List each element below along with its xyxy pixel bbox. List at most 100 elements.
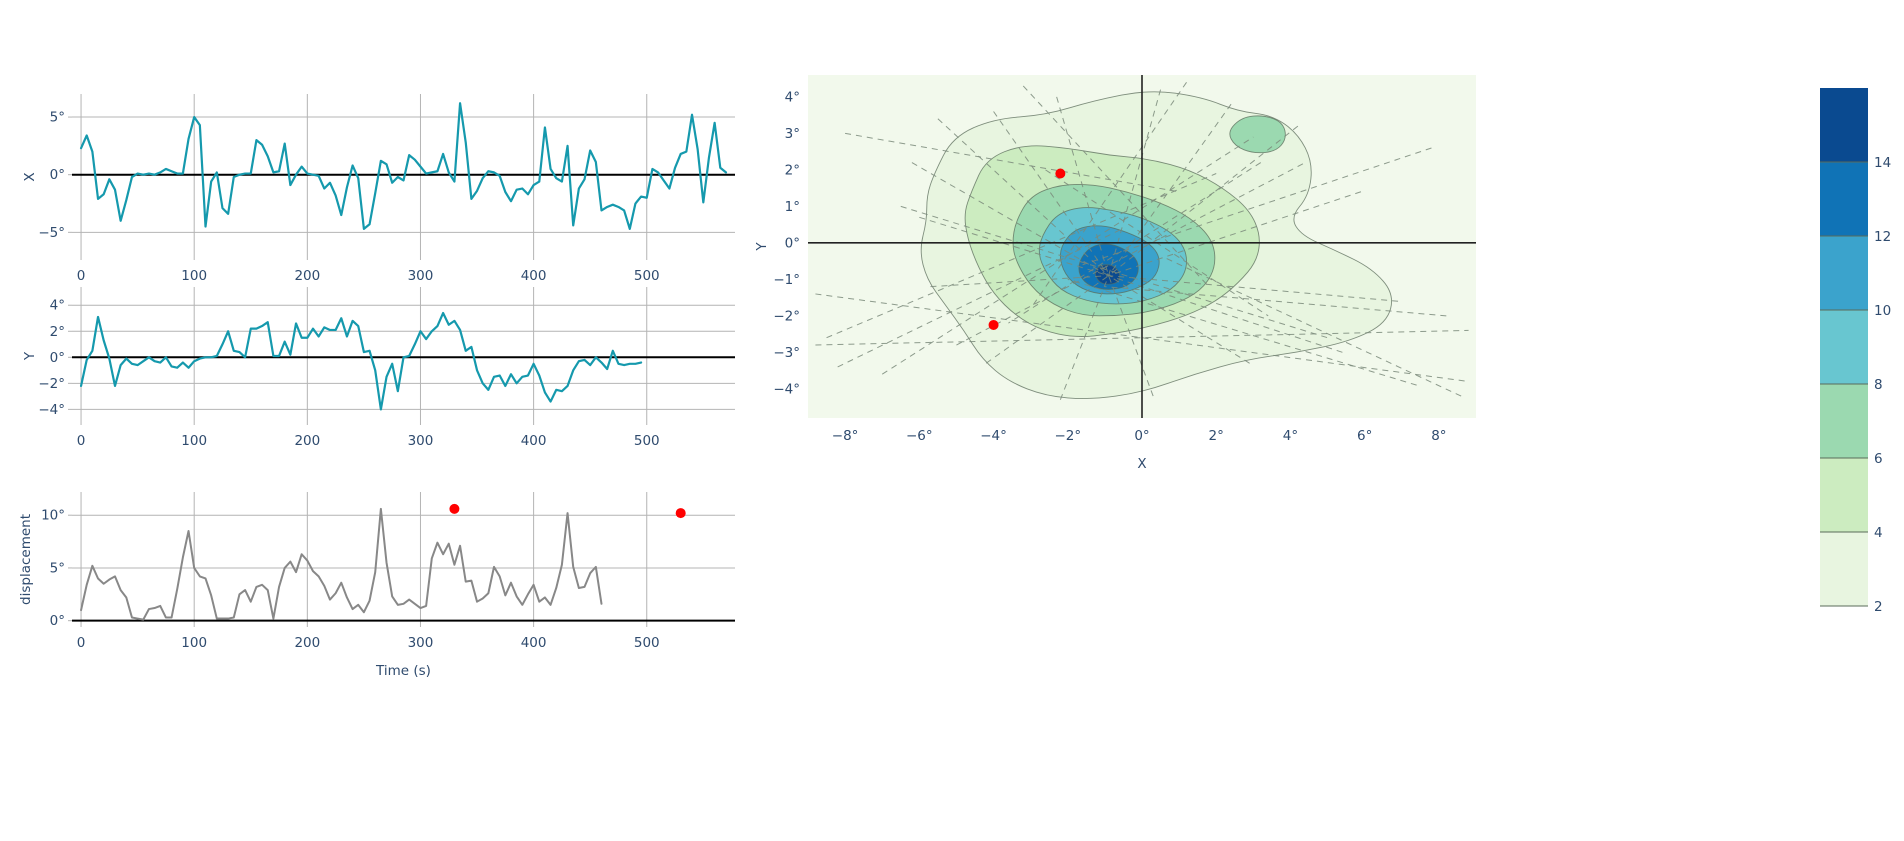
colorbar-tick-label: 10: [1874, 303, 1891, 319]
trajectory-segment: [1108, 125, 1299, 277]
trajectory-segment: [1022, 85, 1210, 287]
panel-xy-contour: −4° −3° −2° −1° 0° 1° 2° 3° 4° −8° −6° −4° −2° 0° 2° 4°…: [754, 60, 1540, 480]
x-tick-label: 500: [634, 433, 660, 449]
contour-x-tick-label: −8°: [832, 428, 859, 444]
x-tick-label: 200: [294, 635, 320, 651]
contour-y-tick-label: −3°: [773, 345, 800, 361]
y-timeseries-svg: −4° −2° 0° 2° 4° 0 100 200 300 400 500 Y: [22, 287, 735, 449]
trajectory-segment: [911, 162, 1109, 277]
contour-x-tick-label: 8°: [1431, 428, 1446, 444]
trajectory-segment: [1108, 275, 1343, 353]
contour-x-tick-label: −6°: [906, 428, 933, 444]
colorbar-band: [1820, 532, 1868, 606]
trajectory-segment: [985, 275, 1109, 364]
contour-x-tick-label: 0°: [1134, 428, 1149, 444]
y-tick-label: 0°: [50, 167, 65, 183]
colorbar-band: [1820, 384, 1868, 458]
x-tick-label: 0: [77, 433, 86, 449]
trajectory-segment: [1030, 82, 1187, 309]
y-tick-label: −4°: [38, 402, 65, 418]
x-timeseries-svg: −5° 0° 5° 0 100 200 300 400 500 X: [22, 94, 735, 284]
x-tick-label: 0: [77, 635, 86, 651]
displacement-timeseries-svg: 0° 5° 10° 0 100 200 300 400 500 displacement Time …: [18, 492, 735, 679]
peak-marker[interactable]: [449, 503, 460, 514]
x-tick-label: 300: [408, 635, 434, 651]
y-axis-title: Y: [22, 351, 38, 361]
x-axis-title: Time (s): [375, 663, 431, 679]
contour-x-tick-label: 4°: [1283, 428, 1298, 444]
colorbar-band: [1820, 458, 1868, 532]
contour-y-axis-title: Y: [754, 242, 770, 252]
contour-x-tick-label: −2°: [1054, 428, 1081, 444]
x-tick-label: 100: [181, 433, 207, 449]
contour-y-tick-label: −4°: [773, 381, 800, 397]
trajectory-segment: [930, 275, 1109, 288]
panel-colorbar: 14 12 10 8 6 4 2: [1820, 60, 1904, 620]
contour-bands: [920, 91, 1393, 399]
x-tick-label: 200: [294, 433, 320, 449]
peak-marker[interactable]: [675, 508, 686, 519]
contour-y-tick-label: −1°: [773, 272, 800, 288]
colorbar-band: [1820, 162, 1868, 236]
colorbar-band: [1820, 236, 1868, 310]
trajectory-segment: [1108, 275, 1399, 302]
trajectory-dashes: [815, 82, 1469, 400]
trajectory-segment: [919, 216, 1109, 277]
x-tick-label: 400: [521, 433, 547, 449]
colorbar-tick-label: 8: [1874, 377, 1883, 393]
contour-point-marker[interactable]: [1055, 168, 1066, 179]
x-tick-label: 100: [181, 635, 207, 651]
panel-displacement-timeseries: 0° 5° 10° 0 100 200 300 400 500 displacement Time …: [0, 470, 760, 680]
colorbar-tick-label: 2: [1874, 599, 1883, 615]
contour-y-tick-label: 3°: [785, 126, 800, 142]
trajectory-segment: [845, 132, 1180, 193]
trajectory-segment: [1059, 275, 1110, 400]
contour-y-tick-label: 2°: [785, 162, 800, 178]
x-tick-label: 500: [634, 268, 660, 284]
trajectory-segment: [826, 173, 1217, 339]
contour-y-tick-label: 1°: [785, 199, 800, 215]
contour-point-marker[interactable]: [988, 319, 999, 330]
panel-x-timeseries: −5° 0° 5° 0 100 200 300 400 500 X: [0, 60, 760, 284]
panel-y-timeseries: −4° −2° 0° 2° 4° 0 100 200 300 400 500 Y: [0, 265, 760, 455]
x-tick-label: 0: [77, 268, 86, 284]
trajectory-segment: [1108, 103, 1232, 276]
x-tick-label: 300: [408, 433, 434, 449]
y-axis-title: displacement: [18, 514, 34, 605]
x-tick-label: 200: [294, 268, 320, 284]
y-axis-title: X: [22, 172, 38, 181]
trajectory-segment: [937, 118, 1109, 277]
contour-x-tick-label: −4°: [980, 428, 1007, 444]
colorbar-svg: 14 12 10 8 6 4 2: [1820, 88, 1891, 615]
contour-y-tick-label: 0°: [785, 235, 800, 251]
xy-contour-svg: −4° −3° −2° −1° 0° 1° 2° 3° 4° −8° −6° −4° −2° 0° 2° 4°…: [754, 75, 1476, 472]
contour-band-secondary: [1229, 115, 1286, 154]
contour-x-axis-title: X: [1137, 456, 1146, 472]
y-tick-label: 10°: [41, 508, 65, 524]
trajectory-segment: [1056, 96, 1110, 276]
colorbar-tick-label: 4: [1874, 525, 1883, 541]
contour-y-tick-label: −2°: [773, 308, 800, 324]
x-tick-label: 400: [521, 268, 547, 284]
trajectory-segment: [1108, 191, 1362, 277]
data-line: [80, 507, 603, 621]
trajectory-segment: [881, 136, 1254, 375]
trajectory-segment: [993, 111, 1110, 276]
contour-x-tick-label: 2°: [1209, 428, 1224, 444]
y-tick-label: 0°: [50, 613, 65, 629]
contour-x-tick-label: 6°: [1357, 428, 1372, 444]
trajectory-segment: [1008, 162, 1262, 324]
y-tick-label: −2°: [38, 376, 65, 392]
y-tick-label: 4°: [50, 298, 65, 314]
trajectory-segment: [1108, 275, 1250, 364]
colorbar-band: [1820, 88, 1868, 162]
y-tick-label: 0°: [50, 350, 65, 366]
x-tick-label: 400: [521, 635, 547, 651]
trajectory-segment: [1104, 286, 1447, 317]
x-tick-label: 500: [634, 635, 660, 651]
colorbar-tick-label: 6: [1874, 451, 1883, 467]
trajectory-segment: [815, 329, 1469, 346]
y-tick-label: 5°: [50, 560, 65, 576]
trajectory-segment: [837, 227, 1124, 368]
